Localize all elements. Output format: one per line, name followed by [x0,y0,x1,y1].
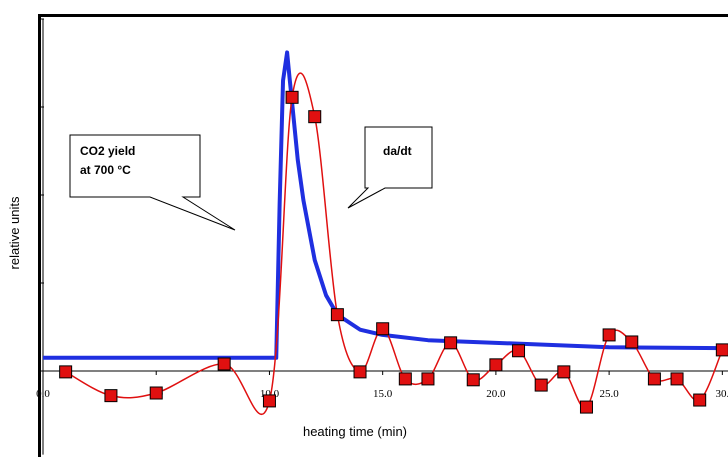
x-tick-label: 15.0 [373,388,393,400]
marker [217,357,231,371]
x-tick-label: 30. [715,388,728,400]
x-tick-label: 20.0 [486,388,506,400]
marker [353,365,367,379]
annotation-text: CO2 yield [80,144,135,158]
marker [421,372,435,386]
marker [534,378,548,392]
marker [149,386,163,400]
marker [647,372,661,386]
marker [466,373,480,387]
annotation-text: da/dt [383,144,412,158]
marker [512,344,526,358]
marker [285,90,299,104]
plot-frame [38,14,728,457]
annotation-text: at 700 °C [80,163,131,177]
x-axis-label: heating time (min) [303,424,407,439]
line [43,50,723,360]
marker [489,358,503,372]
marker [376,322,390,336]
y-axis-label: relative units [7,196,22,269]
callout: CO2 yield at 700 °C [69,134,236,231]
marker [579,400,593,414]
marker [262,394,276,408]
marker [602,328,616,342]
marker [444,336,458,350]
marker [693,393,707,407]
x-tick-label: 0.0 [36,388,50,400]
plot-area: 0.05.010.015.020.025.030. [36,18,728,455]
marker [670,372,684,386]
marker [625,335,639,349]
marker [715,343,728,357]
callout: da/dt [347,126,433,209]
x-tick-label: 25.0 [599,388,619,400]
marker [398,372,412,386]
marker [330,308,344,322]
marker [308,110,322,124]
marker [557,365,571,379]
marker [59,365,73,379]
callout-box [69,134,236,231]
callout-box [347,126,433,209]
marker [104,389,118,403]
